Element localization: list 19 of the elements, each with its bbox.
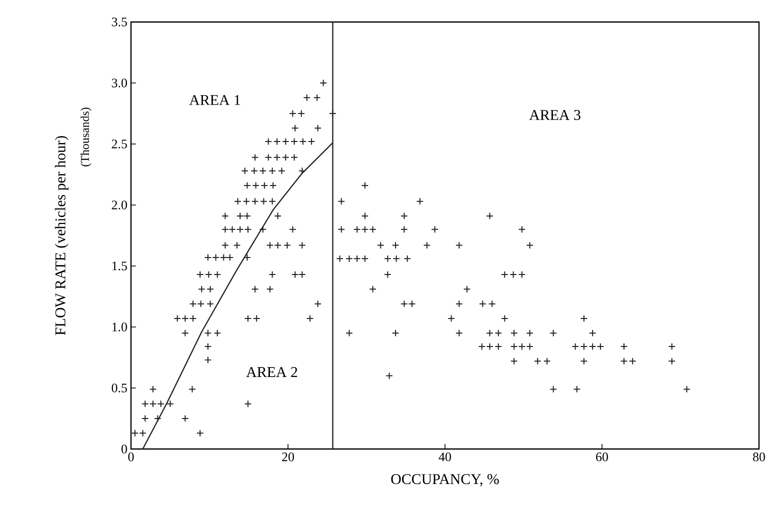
y-tick-label: 2.0 — [112, 200, 127, 210]
x-axis-title: OCCUPANCY, % — [391, 474, 499, 486]
y-tick-label: 3.5 — [112, 18, 127, 26]
x-tick-label: 80 — [753, 452, 765, 462]
y-tick-label: 0 — [122, 444, 127, 454]
y-tick-label: 3.0 — [112, 78, 127, 88]
x-tick-label: 40 — [438, 452, 451, 462]
y-tick-label: 1.0 — [112, 322, 127, 332]
annotation: AREA 3 — [529, 110, 580, 120]
y-tick-label: 1.5 — [112, 262, 127, 270]
annotation: AREA 2 — [246, 367, 298, 377]
y-axis-title: FLOW RATE (vehicles per hour) — [54, 136, 68, 336]
x-tick-label: 60 — [596, 452, 608, 462]
y-tick-label: 0.5 — [112, 384, 127, 392]
x-tick-label: 20 — [282, 452, 294, 462]
y-tick-label: 2.5 — [112, 140, 127, 148]
text: (Thousands) — [80, 108, 92, 166]
annotation: AREA 1 — [189, 95, 240, 105]
x-tick-label: 0 — [128, 452, 134, 462]
